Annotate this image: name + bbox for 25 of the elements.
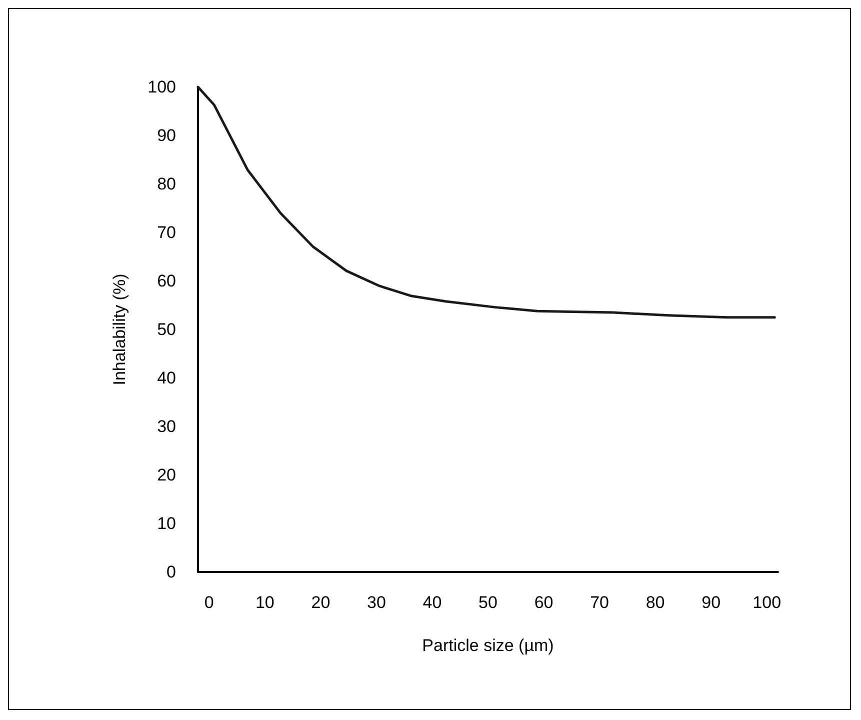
x-tick-label: 80 <box>646 593 665 612</box>
x-tick-label: 60 <box>534 593 554 612</box>
y-tick-label: 20 <box>157 466 176 484</box>
y-tick-label: 60 <box>157 272 176 290</box>
y-axis-title: Inhalability (%) <box>110 274 129 386</box>
y-tick-label: 30 <box>157 417 176 436</box>
line-series <box>196 86 776 319</box>
x-tick-label: 90 <box>702 593 721 612</box>
y-tick-label: 40 <box>157 368 176 388</box>
x-tick-label: 30 <box>367 593 386 612</box>
x-axis-title: Particle size (µm) <box>422 636 554 655</box>
x-tick-label: 20 <box>311 593 330 612</box>
y-tick-label: 70 <box>157 223 176 242</box>
y-tick-label: 0 <box>166 562 176 582</box>
y-tick-label: 90 <box>157 126 176 145</box>
y-tick-label: 80 <box>157 174 176 194</box>
x-tick-label: 10 <box>255 593 274 612</box>
x-tick-label: 100 <box>752 593 782 612</box>
y-tick-label: 50 <box>157 320 176 339</box>
x-tick-label: 40 <box>422 593 442 612</box>
x-tick-label: 70 <box>590 593 609 612</box>
x-tick-label: 50 <box>478 593 498 612</box>
y-tick-label: 10 <box>157 514 176 533</box>
x-tick-label: 0 <box>204 593 214 612</box>
y-tick-label: 100 <box>148 78 176 96</box>
